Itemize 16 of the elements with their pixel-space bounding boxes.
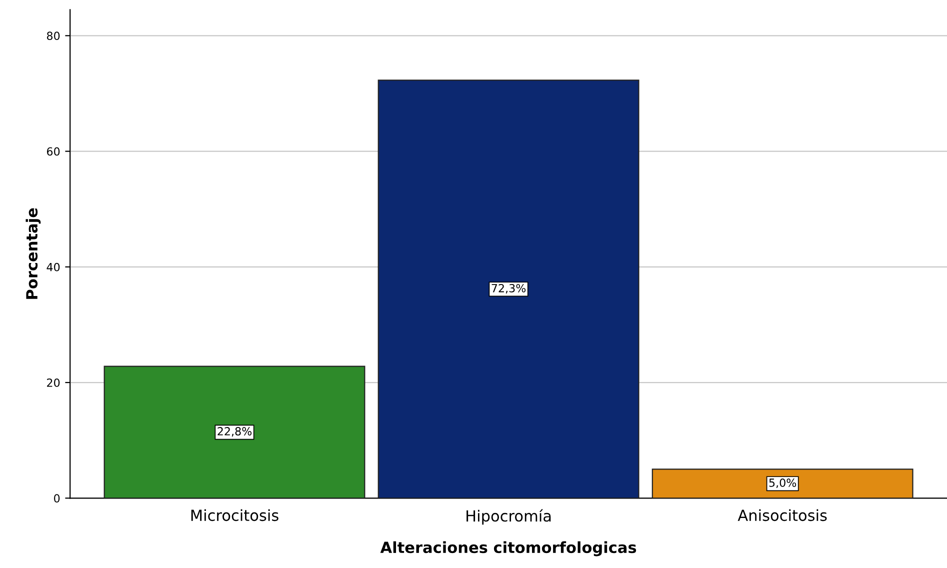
data-label: 5,0% [769, 478, 796, 488]
x-tick-label: Microcitosis [191, 509, 278, 522]
y-tick-label: 20 [47, 378, 60, 387]
y-tick-label: 80 [46, 32, 60, 40]
y-tick-label: 40 [46, 262, 60, 272]
x-axis-title: Alteraciones citomorfologicas [380, 541, 636, 556]
y-axis-title: Porcentaje [26, 208, 41, 299]
bar [104, 366, 366, 498]
data-label: 72,3% [492, 284, 526, 294]
x-tick-label: Hipocromía [466, 509, 551, 525]
y-tick-label: 0 [54, 494, 60, 503]
y-tick-label: 60 [46, 147, 60, 156]
x-tick-label: Anisocitosis [738, 509, 827, 522]
bar [652, 468, 914, 498]
data-label: 22,8% [218, 427, 252, 437]
bar [378, 80, 640, 498]
